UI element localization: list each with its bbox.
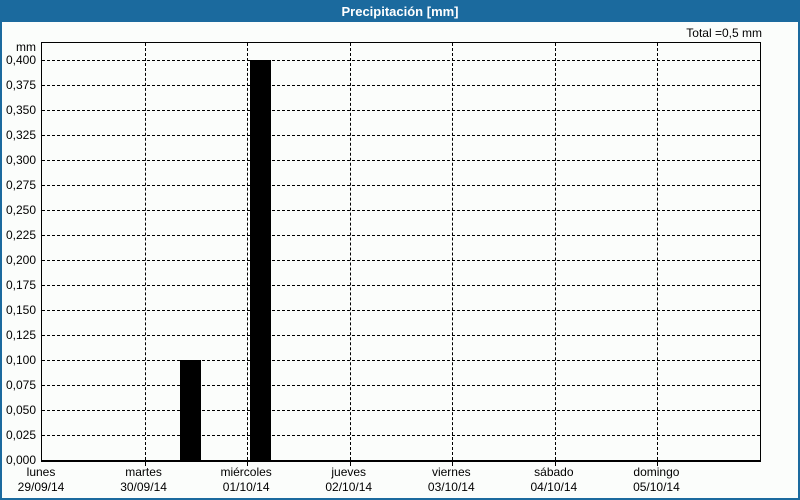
- x-axis-date-label: 05/10/14: [633, 480, 680, 494]
- horizontal-gridline: [42, 85, 760, 86]
- horizontal-gridline: [42, 310, 760, 311]
- horizontal-gridline: [42, 60, 760, 61]
- x-axis-tick: [452, 462, 454, 466]
- vertical-gridline: [554, 43, 556, 460]
- y-axis-tick-label: 0,175: [5, 278, 36, 292]
- x-axis-date-label: 01/10/14: [222, 480, 270, 494]
- vertical-gridline: [247, 43, 249, 460]
- vertical-gridline: [452, 43, 454, 460]
- x-axis-date-label: 03/10/14: [427, 480, 475, 494]
- chart-title-bar: Precipitación [mm]: [2, 2, 798, 22]
- horizontal-gridline: [42, 160, 760, 161]
- y-axis-tick-label: 0,200: [5, 253, 36, 267]
- precipitation-bar: [250, 60, 272, 460]
- total-precipitation-label: Total =0,5 mm: [686, 26, 762, 40]
- y-axis-tick-label: 0,075: [5, 378, 36, 392]
- horizontal-gridline: [42, 110, 760, 111]
- vertical-gridline: [144, 43, 146, 460]
- horizontal-gridline: [42, 410, 760, 411]
- horizontal-gridline: [42, 435, 760, 436]
- y-axis-tick-label: 0,275: [5, 178, 36, 192]
- x-axis-tick: [657, 462, 659, 466]
- precipitation-bar: [179, 360, 201, 460]
- y-axis-unit-label: mm: [16, 40, 36, 54]
- vertical-gridline: [349, 43, 351, 460]
- x-axis-day-label: sábado: [534, 465, 574, 479]
- x-axis-date-label: 02/10/14: [325, 480, 373, 494]
- horizontal-gridline: [42, 260, 760, 261]
- y-axis-tick-label: 0,300: [5, 153, 36, 167]
- x-axis-day-label: miércoles: [220, 465, 272, 479]
- horizontal-gridline: [42, 185, 760, 186]
- x-axis-day-label: domingo: [633, 465, 680, 479]
- y-axis-tick-label: 0,400: [5, 53, 36, 67]
- x-axis-tick: [144, 462, 146, 466]
- horizontal-gridline: [42, 135, 760, 136]
- vertical-gridline: [657, 43, 659, 460]
- x-axis-tick: [554, 462, 556, 466]
- y-axis-tick-label: 0,375: [5, 78, 36, 92]
- x-axis-day-label: martes: [125, 465, 162, 479]
- x-axis-day-label: viernes: [431, 465, 471, 479]
- plot-area: [41, 42, 761, 462]
- y-axis-tick-label: 0,225: [5, 228, 36, 242]
- horizontal-gridline: [42, 335, 760, 336]
- y-axis-tick-label: 0,000: [5, 453, 36, 467]
- chart-title: Precipitación [mm]: [341, 4, 459, 19]
- y-axis-tick-label: 0,150: [5, 303, 36, 317]
- y-axis-tick-label: 0,325: [5, 128, 36, 142]
- x-axis-day-label: jueves: [331, 465, 367, 479]
- y-axis-tick-label: 0,350: [5, 103, 36, 117]
- y-axis-tick-label: 0,100: [5, 353, 36, 367]
- horizontal-gridline: [42, 285, 760, 286]
- y-axis-tick-label: 0,125: [5, 328, 36, 342]
- x-axis-tick: [247, 462, 249, 466]
- x-axis-date-label: 04/10/14: [530, 480, 578, 494]
- x-axis-date-label: 29/09/14: [17, 480, 65, 494]
- horizontal-gridline: [42, 385, 760, 386]
- y-axis-tick-label: 0,250: [5, 203, 36, 217]
- horizontal-gridline: [42, 360, 760, 361]
- horizontal-gridline: [42, 210, 760, 211]
- horizontal-gridline: [42, 235, 760, 236]
- x-axis-tick: [349, 462, 351, 466]
- y-axis-tick-label: 0,050: [5, 403, 36, 417]
- y-axis-tick-label: 0,025: [5, 428, 36, 442]
- x-axis-day-label: lunes: [26, 465, 56, 479]
- x-axis-date-label: 30/09/14: [120, 480, 167, 494]
